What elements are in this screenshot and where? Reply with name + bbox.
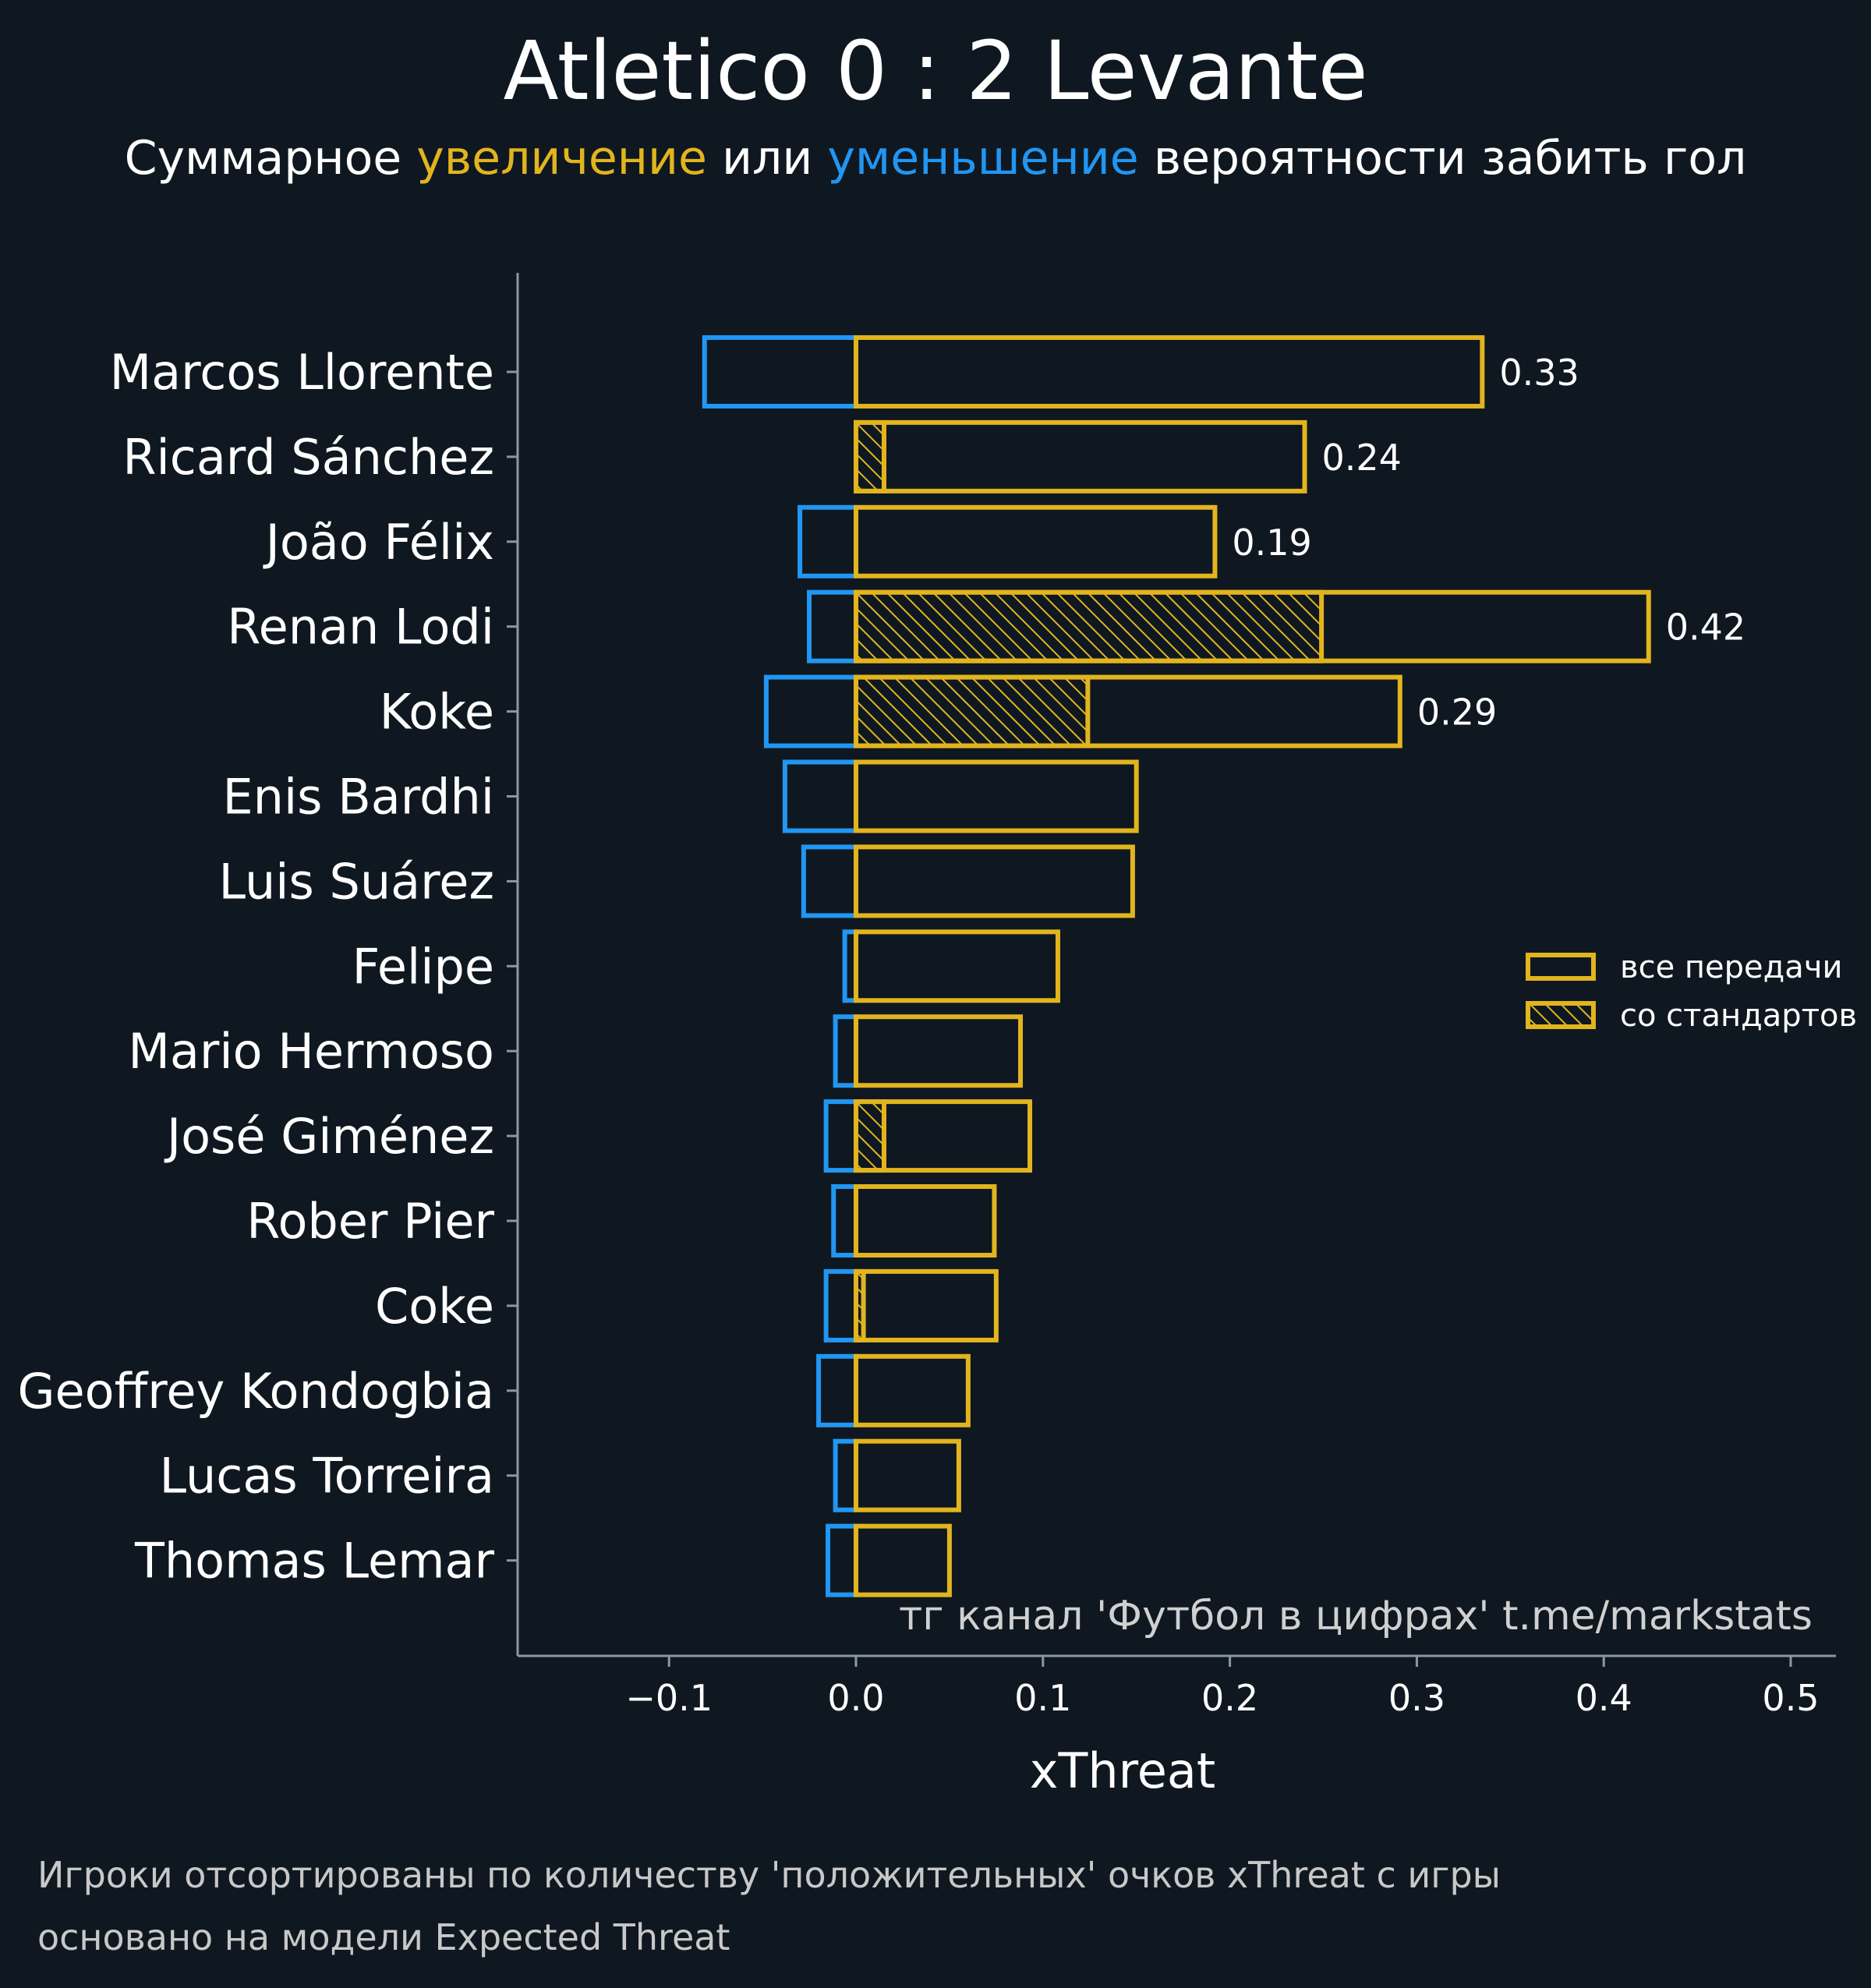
- set-piece-bar: [854, 674, 1091, 748]
- category-label: Marcos Llorente: [110, 344, 494, 401]
- negative-bars: [702, 335, 859, 1597]
- category-label: Mario Hermoso: [128, 1023, 494, 1080]
- positive-bar: [854, 504, 1218, 578]
- chart-title: Atletico 0 : 2 Levante: [503, 23, 1368, 119]
- footnote: Игроки отсортированы по количеству 'поло…: [37, 1844, 1501, 1969]
- positive-bar: [854, 1014, 1024, 1088]
- legend-swatch-set-pieces: [1526, 1001, 1596, 1029]
- legend-label-all-passes: все передачи: [1620, 950, 1842, 985]
- axes: [507, 273, 1836, 1667]
- footnote-line-1: Игроки отсортированы по количеству 'поло…: [37, 1854, 1501, 1896]
- category-label: Geoffrey Kondogbia: [17, 1363, 494, 1420]
- category-label: Thomas Lemar: [134, 1533, 494, 1590]
- value-label: 0.29: [1417, 692, 1497, 734]
- negative-bar: [831, 1184, 858, 1258]
- positive-bar: [854, 335, 1485, 409]
- positive-bar: [854, 1353, 971, 1427]
- negative-bar: [801, 844, 858, 918]
- category-label: José Giménez: [164, 1108, 494, 1165]
- set-piece-bar: [854, 419, 886, 493]
- negative-bar: [833, 1014, 858, 1088]
- category-label: Rober Pier: [246, 1193, 494, 1250]
- x-tick-label: 0.1: [1014, 1677, 1071, 1719]
- negative-bar: [833, 1438, 858, 1512]
- x-tick-label: 0.5: [1762, 1677, 1819, 1719]
- x-tick-label: 0.0: [827, 1677, 884, 1719]
- value-label: 0.42: [1666, 607, 1745, 649]
- category-label: Lucas Torreira: [160, 1448, 495, 1505]
- chart-subtitle: Суммарное увеличение или уменьшение веро…: [0, 131, 1871, 186]
- positive-bar: [854, 1268, 999, 1342]
- legend: все передачи со стандартов: [1526, 950, 1857, 1034]
- category-label: Enis Bardhi: [222, 769, 494, 826]
- value-label: 0.24: [1322, 437, 1402, 479]
- legend-swatch-all-passes: [1526, 953, 1596, 981]
- negative-bar: [702, 335, 859, 409]
- category-label: Koke: [380, 684, 494, 741]
- x-tick-label: 0.2: [1201, 1677, 1258, 1719]
- channel-annotation: тг канал 'Футбол в цифрах' t.me/markstat…: [899, 1593, 1813, 1640]
- category-label: Felipe: [352, 938, 494, 995]
- category-label: Luis Suárez: [219, 853, 494, 910]
- labels: 0.33 Marcos Llorente 0.24 Ricard Sánchez 0.1…: [17, 344, 1819, 1799]
- negative-bar: [823, 1099, 858, 1173]
- negative-bar: [763, 674, 858, 748]
- category-label: Renan Lodi: [227, 599, 494, 656]
- subtitle-decrease: уменьшение: [827, 131, 1139, 186]
- x-axis-label: xThreat: [1030, 1742, 1215, 1799]
- subtitle-suffix: вероятности забить гол: [1138, 131, 1747, 186]
- positive-bar: [854, 1523, 952, 1597]
- negative-bar: [807, 589, 859, 663]
- set-piece-bar: [854, 589, 1325, 663]
- legend-label-set-pieces: со стандартов: [1620, 998, 1857, 1034]
- x-tick-label: 0.3: [1388, 1677, 1445, 1719]
- positive-bar: [854, 1438, 961, 1512]
- positive-bar: [854, 1099, 1033, 1173]
- positive-bar: [854, 1184, 997, 1258]
- category-label: João Félix: [263, 514, 494, 571]
- negative-bar: [823, 1268, 858, 1342]
- negative-bar: [782, 759, 858, 833]
- negative-bar: [798, 504, 859, 578]
- set-piece-bar: [854, 1099, 886, 1173]
- positive-bar: [854, 674, 1402, 748]
- category-label: Ricard Sánchez: [122, 429, 494, 486]
- x-tick-label: 0.4: [1576, 1677, 1632, 1719]
- x-tick-label: −0.1: [625, 1677, 713, 1719]
- negative-bar: [816, 1353, 859, 1427]
- positive-bar: [854, 419, 1307, 493]
- subtitle-prefix: Суммарное: [124, 131, 417, 186]
- positive-bar: [854, 759, 1139, 833]
- footnote-line-2: основано на модели Expected Threat: [37, 1916, 730, 1958]
- positive-bars: [854, 335, 1651, 1597]
- value-label: 0.33: [1499, 352, 1579, 394]
- bar-chart: 0.33 Marcos Llorente 0.24 Ricard Sánchez 0.1…: [17, 273, 1857, 1799]
- positive-bar: [854, 589, 1651, 663]
- positive-bar: [854, 929, 1060, 1003]
- subtitle-middle: или: [706, 131, 828, 186]
- negative-bar: [826, 1523, 859, 1597]
- category-label: Coke: [375, 1278, 494, 1335]
- positive-bar: [854, 844, 1135, 918]
- subtitle-increase: увеличение: [416, 131, 707, 186]
- value-label: 0.19: [1232, 522, 1311, 564]
